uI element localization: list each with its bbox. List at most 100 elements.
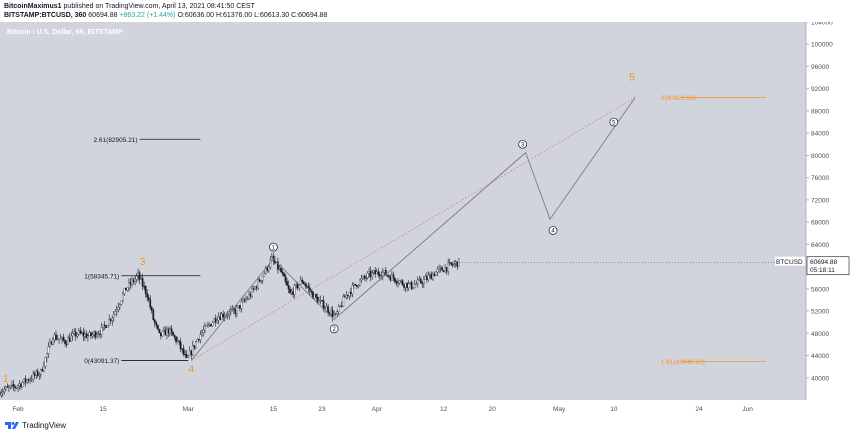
candle-body[interactable] bbox=[360, 278, 363, 281]
candle-body[interactable] bbox=[339, 305, 342, 307]
candle-body[interactable] bbox=[377, 271, 380, 275]
candle-body[interactable] bbox=[249, 294, 252, 297]
candle-body[interactable] bbox=[156, 325, 159, 330]
candle-body[interactable] bbox=[12, 384, 15, 387]
candle-body[interactable] bbox=[68, 337, 71, 342]
candle-body[interactable] bbox=[158, 328, 161, 333]
candle-body[interactable] bbox=[50, 341, 53, 345]
candle-body[interactable] bbox=[280, 268, 282, 273]
candle-body[interactable] bbox=[270, 256, 273, 261]
candle-body[interactable] bbox=[359, 279, 361, 286]
candle-body[interactable] bbox=[85, 333, 88, 338]
candle-body[interactable] bbox=[267, 266, 270, 271]
candle-body[interactable] bbox=[236, 306, 238, 314]
candle-body[interactable] bbox=[363, 276, 366, 278]
candle-body[interactable] bbox=[61, 336, 63, 339]
candle-body[interactable] bbox=[237, 305, 240, 308]
candle-body[interactable] bbox=[331, 310, 334, 317]
candle-body[interactable] bbox=[193, 345, 196, 348]
candle-body[interactable] bbox=[153, 319, 156, 324]
candle-body[interactable] bbox=[453, 263, 456, 266]
candle-body[interactable] bbox=[410, 282, 413, 289]
candle-body[interactable] bbox=[374, 270, 377, 275]
candle-body[interactable] bbox=[47, 346, 50, 354]
candle-body[interactable] bbox=[422, 279, 425, 285]
candle-body[interactable] bbox=[190, 350, 193, 355]
candle-body[interactable] bbox=[319, 300, 322, 302]
candle-body[interactable] bbox=[429, 274, 431, 276]
candle-body[interactable] bbox=[201, 332, 203, 335]
candle-body[interactable] bbox=[284, 275, 287, 282]
candle-body[interactable] bbox=[325, 306, 328, 309]
candle-body[interactable] bbox=[419, 279, 422, 283]
candle-body[interactable] bbox=[125, 287, 127, 291]
candle-body[interactable] bbox=[24, 378, 27, 383]
candle-body[interactable] bbox=[32, 373, 35, 380]
candle-body[interactable] bbox=[149, 299, 152, 308]
candle-body[interactable] bbox=[155, 322, 158, 326]
candle-body[interactable] bbox=[172, 331, 174, 336]
candle-body[interactable] bbox=[198, 339, 200, 341]
candle-body[interactable] bbox=[307, 286, 310, 289]
candle-body[interactable] bbox=[29, 379, 32, 381]
candle-body[interactable] bbox=[93, 331, 95, 335]
candle-body[interactable] bbox=[80, 332, 83, 334]
candle-body[interactable] bbox=[394, 278, 396, 282]
candle-body[interactable] bbox=[254, 286, 256, 290]
candle-body[interactable] bbox=[147, 297, 150, 300]
candle-body[interactable] bbox=[164, 329, 167, 336]
tradingview-logo[interactable]: TradingView bbox=[5, 421, 66, 430]
candle-body[interactable] bbox=[398, 280, 401, 284]
candle-body[interactable] bbox=[456, 261, 459, 267]
candle-body[interactable] bbox=[108, 319, 111, 326]
candle-body[interactable] bbox=[301, 279, 304, 283]
candle-body[interactable] bbox=[0, 392, 3, 396]
candle-body[interactable] bbox=[337, 306, 340, 312]
candle-body[interactable] bbox=[246, 298, 249, 300]
candle-body[interactable] bbox=[222, 313, 225, 318]
candle-body[interactable] bbox=[79, 330, 82, 334]
candle-body[interactable] bbox=[243, 299, 246, 301]
candle-body[interactable] bbox=[35, 371, 38, 376]
candle-body[interactable] bbox=[27, 379, 30, 381]
candle-body[interactable] bbox=[378, 274, 381, 277]
candle-body[interactable] bbox=[217, 316, 220, 321]
candle-body[interactable] bbox=[179, 341, 182, 349]
candle-body[interactable] bbox=[407, 283, 410, 289]
candle-body[interactable] bbox=[406, 282, 408, 289]
candle-body[interactable] bbox=[112, 314, 115, 319]
wave-projection-path[interactable] bbox=[190, 97, 636, 361]
candle-body[interactable] bbox=[70, 335, 73, 342]
candle-body[interactable] bbox=[184, 354, 187, 356]
candle-body[interactable] bbox=[343, 296, 346, 298]
candle-body[interactable] bbox=[357, 285, 360, 287]
candle-body[interactable] bbox=[205, 325, 208, 327]
candle-body[interactable] bbox=[384, 270, 387, 276]
candle-body[interactable] bbox=[14, 386, 16, 388]
candle-body[interactable] bbox=[114, 311, 117, 315]
candle-body[interactable] bbox=[67, 337, 70, 345]
candle-body[interactable] bbox=[91, 334, 94, 336]
candle-body[interactable] bbox=[82, 332, 85, 337]
candle-body[interactable] bbox=[388, 275, 390, 277]
candle-body[interactable] bbox=[73, 331, 76, 334]
candle-body[interactable] bbox=[42, 366, 45, 372]
candle-body[interactable] bbox=[240, 301, 243, 309]
candle-body[interactable] bbox=[18, 383, 21, 386]
candle-body[interactable] bbox=[334, 313, 337, 315]
candle-body[interactable] bbox=[115, 309, 118, 312]
candle-body[interactable] bbox=[287, 285, 290, 290]
candle-body[interactable] bbox=[421, 282, 424, 285]
candle-body[interactable] bbox=[435, 271, 437, 277]
candle-body[interactable] bbox=[260, 280, 263, 282]
candle-body[interactable] bbox=[392, 274, 395, 279]
candle-body[interactable] bbox=[415, 283, 418, 285]
candle-body[interactable] bbox=[281, 271, 284, 274]
candle-body[interactable] bbox=[391, 274, 393, 281]
candle-body[interactable] bbox=[204, 325, 206, 331]
candle-body[interactable] bbox=[132, 279, 135, 283]
candle-body[interactable] bbox=[214, 318, 217, 323]
candle-body[interactable] bbox=[181, 348, 184, 350]
candle-body[interactable] bbox=[94, 331, 97, 338]
candle-body[interactable] bbox=[39, 369, 42, 375]
